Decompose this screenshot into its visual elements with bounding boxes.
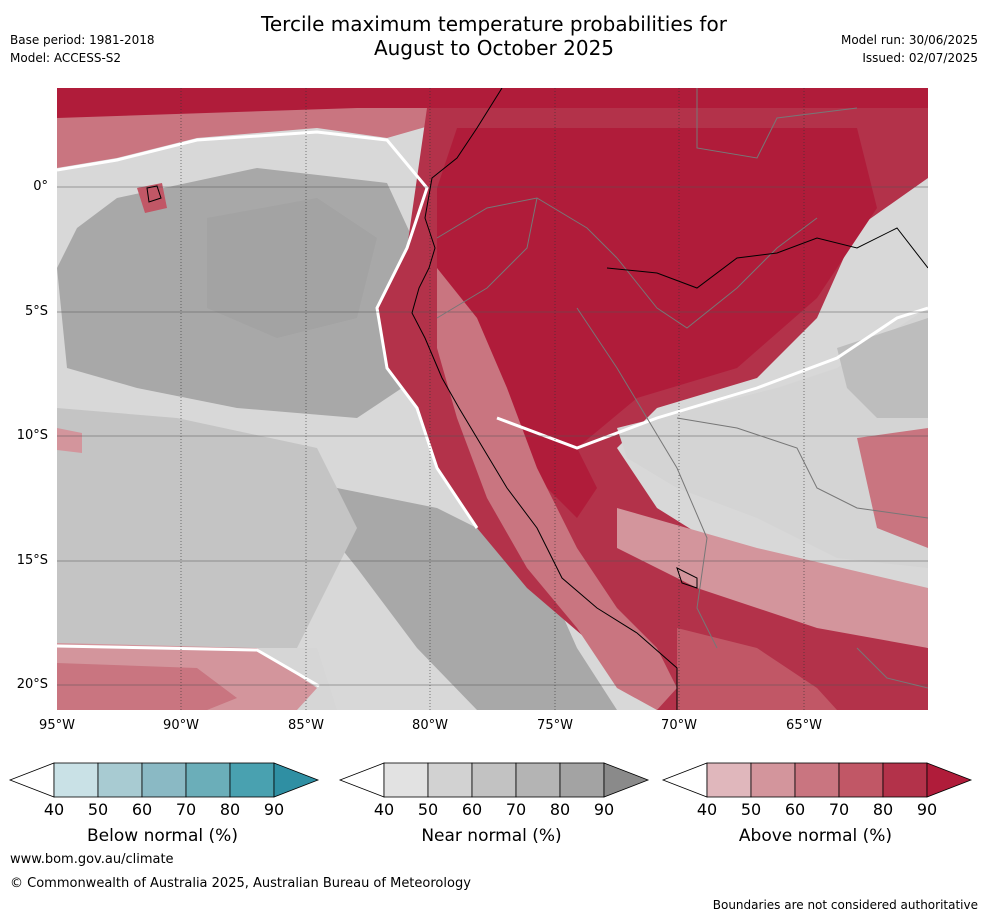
lat-label-20s: 20°S xyxy=(16,677,48,692)
map-title: Tercile maximum temperature probabilitie… xyxy=(0,12,988,60)
lon-label-65w: 65°W xyxy=(786,718,822,733)
colorbar-tick-label: 40 xyxy=(373,800,395,819)
colorbar-segment xyxy=(471,762,517,798)
colorbar-segment xyxy=(185,762,231,798)
colorbar-tick-label: 80 xyxy=(219,800,241,819)
colorbar-segment xyxy=(97,762,143,798)
colorbar-extend-low xyxy=(338,762,385,798)
colorbar-above-normal xyxy=(661,762,973,798)
colorbar-segment xyxy=(53,762,99,798)
probability-map xyxy=(56,87,929,710)
footer-url[interactable]: www.bom.gov.au/climate xyxy=(10,852,174,867)
colorbar-tick-label: 80 xyxy=(872,800,894,819)
colorbar-tick-label: 40 xyxy=(43,800,65,819)
colorbar-segment xyxy=(515,762,561,798)
colorbar-near-normal xyxy=(338,762,650,798)
colorbar-segment xyxy=(838,762,884,798)
lat-label-0: 0° xyxy=(33,179,48,194)
meta-right: Model run: 30/06/2025 Issued: 02/07/2025 xyxy=(841,31,978,67)
lat-label-5s: 5°S xyxy=(24,304,48,319)
disclaimer: Boundaries are not considered authoritat… xyxy=(712,898,978,912)
colorbar-label-above: Above normal (%) xyxy=(738,826,893,846)
colorbar-segment xyxy=(383,762,429,798)
colorbar-tick-label: 70 xyxy=(828,800,850,819)
model-run: Model run: 30/06/2025 xyxy=(840,33,978,47)
colorbar-extend-low xyxy=(661,762,708,798)
lon-label-70w: 70°W xyxy=(661,718,697,733)
colorbar-segment xyxy=(882,762,928,798)
colorbars xyxy=(8,762,973,798)
colorbar-tick-label: 50 xyxy=(740,800,762,819)
lat-label-15s: 15°S xyxy=(16,553,48,568)
colorbar-extend-low xyxy=(8,762,55,798)
title-line-2: August to October 2025 xyxy=(373,36,615,60)
colorbar-segment xyxy=(229,762,275,798)
colorbar-tick-label: 80 xyxy=(549,800,571,819)
lat-label-10s: 10°S xyxy=(16,428,48,443)
colorbar-extend-high xyxy=(926,762,973,798)
colorbar-segment xyxy=(141,762,187,798)
colorbar-tick-label: 90 xyxy=(916,800,938,819)
colorbar-tick-label: 40 xyxy=(696,800,718,819)
colorbar-tick-label: 90 xyxy=(593,800,615,819)
colorbar-segment xyxy=(706,762,752,798)
colorbar-extend-high xyxy=(603,762,650,798)
colorbar-tick-label: 70 xyxy=(505,800,527,819)
model-name: Model: ACCESS-S2 xyxy=(10,51,122,65)
colorbar-tick-label: 60 xyxy=(461,800,483,819)
lon-label-75w: 75°W xyxy=(537,718,573,733)
colorbar-label-below: Below normal (%) xyxy=(87,826,238,846)
base-period: Base period: 1981-2018 xyxy=(10,33,155,47)
colorbar-segment xyxy=(559,762,605,798)
colorbar-tick-label: 70 xyxy=(175,800,197,819)
issued-date: Issued: 02/07/2025 xyxy=(862,51,978,65)
colorbar-tick-label: 50 xyxy=(417,800,439,819)
colorbar-below-normal xyxy=(8,762,320,798)
colorbar-tick-label: 60 xyxy=(784,800,806,819)
meta-left: Base period: 1981-2018 Model: ACCESS-S2 xyxy=(10,31,155,67)
lon-label-95w: 95°W xyxy=(39,718,75,733)
lon-label-90w: 90°W xyxy=(163,718,199,733)
colorbar-tick-label: 90 xyxy=(263,800,285,819)
colorbar-tick-label: 50 xyxy=(87,800,109,819)
title-line-1: Tercile maximum temperature probabilitie… xyxy=(261,12,727,36)
colorbar-extend-high xyxy=(273,762,320,798)
lon-label-85w: 85°W xyxy=(288,718,324,733)
colorbar-segment xyxy=(750,762,796,798)
colorbar-segment xyxy=(794,762,840,798)
colorbar-segment xyxy=(427,762,473,798)
lon-label-80w: 80°W xyxy=(412,718,448,733)
footer-copyright: © Commonwealth of Australia 2025, Austra… xyxy=(10,876,471,891)
colorbar-tick-label: 60 xyxy=(131,800,153,819)
colorbar-label-near: Near normal (%) xyxy=(421,826,562,846)
